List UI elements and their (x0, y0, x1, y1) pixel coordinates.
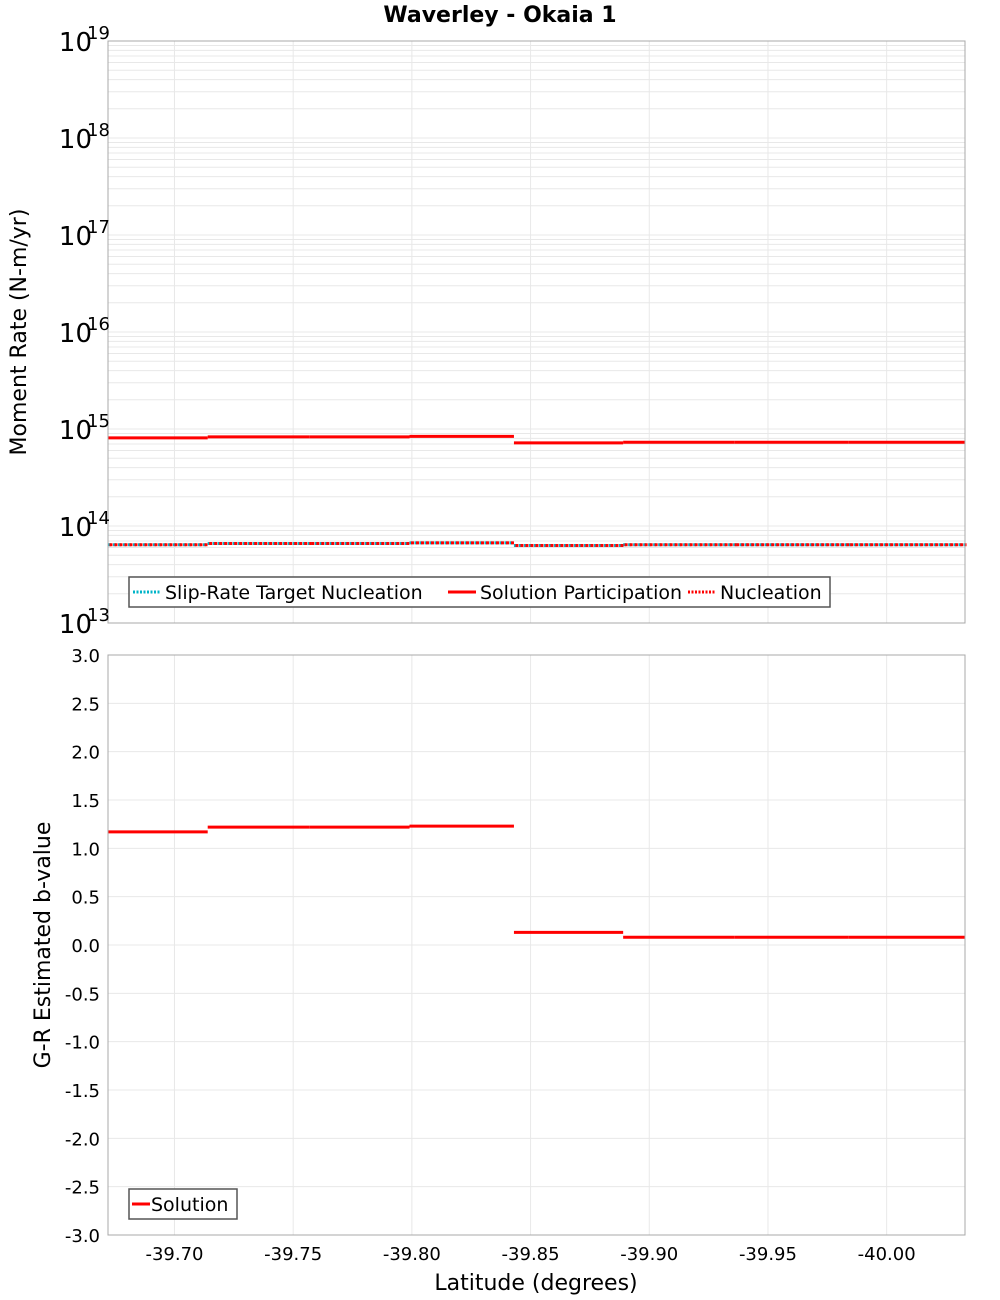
b-value-frame (107, 654, 966, 1236)
moment-rate-y-axis-label: Moment Rate (N-m/yr) (7, 209, 32, 456)
b-value-y-axis-label: G-R Estimated b-value (31, 822, 56, 1069)
b-value-legend: Solution (128, 1188, 238, 1220)
b-value-y-ticks: 3.0 2.5 2.0 1.5 1.0 0.5 0.0 -0.5 -1.0 -1.5 -2.0 -2.… (65, 646, 100, 1247)
moment-rate-series (108, 434, 967, 547)
y-tick-label: -3.0 (65, 1226, 100, 1247)
legend-label: Slip-Rate Target Nucleation (165, 582, 423, 604)
moment-rate-legend: Slip-Rate Target Nucleation Solution Part… (128, 576, 831, 608)
legend-label: Nucleation (720, 582, 822, 604)
legend-item: Slip-Rate Target Nucleation (133, 582, 423, 604)
svg-text:13: 13 (87, 605, 110, 626)
y-tick-label: -1.5 (65, 1081, 100, 1102)
b-value-grid (108, 654, 965, 1236)
legend-label: Solution (151, 1194, 228, 1216)
y-tick-label: 3.0 (71, 646, 100, 667)
svg-text:19: 19 (87, 23, 110, 44)
x-tick-label: -39.70 (145, 1244, 203, 1265)
x-tick-label: -39.75 (264, 1244, 322, 1265)
y-tick-label: 2.0 (71, 743, 100, 764)
y-tick-label: 0.0 (71, 936, 100, 957)
latitude-x-axis-label: Latitude (degrees) (434, 1271, 637, 1296)
svg-text:10: 10 (59, 513, 92, 543)
chart-title: Waverley - Okaia 1 (383, 3, 616, 28)
x-tick-label: -39.90 (620, 1244, 678, 1265)
b-value-panel: 3.0 2.5 2.0 1.5 1.0 0.5 0.0 -0.5 -1.0 -1.5 -2.0 -2.… (31, 646, 966, 1296)
legend-item: Solution (132, 1194, 228, 1216)
y-tick-label: 2.5 (71, 694, 100, 715)
b-value-series (108, 824, 965, 939)
svg-text:17: 17 (87, 217, 110, 238)
svg-text:10: 10 (59, 125, 92, 155)
legend-item: Solution Participation (448, 582, 682, 604)
y-tick-label: -0.5 (65, 984, 100, 1005)
x-tick-label: -39.95 (739, 1244, 797, 1265)
x-tick-label: -39.80 (383, 1244, 441, 1265)
y-tick-label: -1.0 (65, 1033, 100, 1054)
x-tick-label: -39.85 (502, 1244, 560, 1265)
y-tick-label: -2.0 (65, 1129, 100, 1150)
svg-text:10: 10 (59, 416, 92, 446)
y-tick-label: -2.5 (65, 1178, 100, 1199)
y-tick-label: 0.5 (71, 888, 100, 909)
svg-text:10: 10 (59, 610, 92, 640)
x-tick-label: -40.00 (858, 1244, 916, 1265)
svg-text:10: 10 (59, 28, 92, 58)
legend-item: Nucleation (688, 582, 822, 604)
moment-rate-frame (107, 40, 966, 624)
svg-text:14: 14 (87, 508, 110, 529)
legend-label: Solution Participation (480, 582, 682, 604)
svg-text:16: 16 (87, 314, 110, 335)
y-tick-label: 1.0 (71, 839, 100, 860)
latitude-x-ticks: -39.70 -39.75 -39.80 -39.85 -39.90 -39.95 -40.… (145, 1244, 915, 1265)
y-tick-label: 1.5 (71, 791, 100, 812)
svg-text:18: 18 (87, 120, 110, 141)
svg-text:10: 10 (59, 319, 92, 349)
svg-text:15: 15 (87, 411, 110, 432)
svg-text:10: 10 (59, 222, 92, 252)
